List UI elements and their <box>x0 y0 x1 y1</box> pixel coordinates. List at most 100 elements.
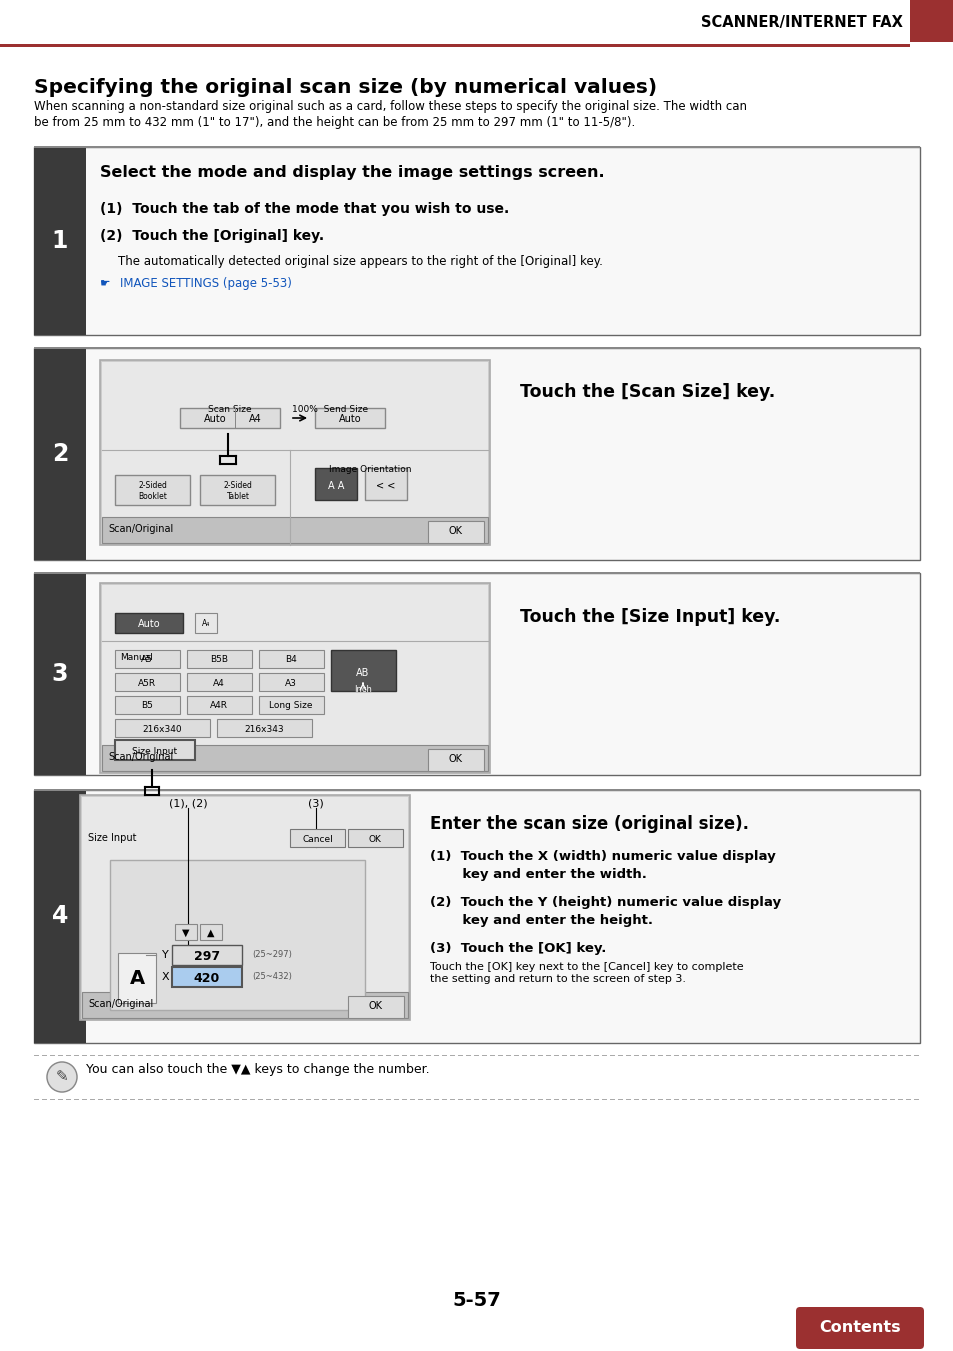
Bar <box>594 1055 598 1056</box>
Bar <box>514 1098 518 1100</box>
Text: OK: OK <box>449 526 462 536</box>
Bar <box>873 1055 878 1056</box>
Bar <box>514 1055 518 1056</box>
Bar <box>641 1098 646 1100</box>
Bar <box>521 1098 526 1100</box>
Text: Scan/Original: Scan/Original <box>88 998 153 1009</box>
Bar <box>394 1055 398 1056</box>
Bar <box>193 1098 199 1100</box>
FancyBboxPatch shape <box>795 1306 923 1350</box>
Bar <box>234 408 235 428</box>
Bar <box>578 1098 582 1100</box>
Bar <box>465 1055 471 1056</box>
Bar <box>194 613 216 634</box>
Text: ☛: ☛ <box>100 277 114 290</box>
Bar <box>98 1098 103 1100</box>
Bar <box>569 1055 575 1056</box>
Bar <box>233 1098 239 1100</box>
Bar <box>490 1098 495 1100</box>
Bar <box>314 1055 318 1056</box>
Text: key and enter the height.: key and enter the height. <box>430 915 652 927</box>
Bar <box>401 1055 407 1056</box>
Bar <box>857 1055 862 1056</box>
Text: Auto: Auto <box>338 413 361 424</box>
Bar <box>521 1055 526 1056</box>
Bar <box>354 1098 358 1100</box>
Bar <box>833 1098 838 1100</box>
Bar <box>665 1055 670 1056</box>
Bar <box>497 1055 502 1056</box>
Bar <box>180 408 280 428</box>
Bar <box>0 0 953 45</box>
Bar <box>738 1055 742 1056</box>
Bar <box>753 1098 759 1100</box>
Bar <box>113 1098 119 1100</box>
Text: (2)  Touch the Y (height) numeric value display: (2) Touch the Y (height) numeric value d… <box>430 896 781 909</box>
Bar <box>729 1055 734 1056</box>
Bar <box>102 585 488 744</box>
Bar <box>361 1055 367 1056</box>
Bar <box>778 1098 782 1100</box>
Bar <box>793 1055 799 1056</box>
Bar <box>386 1098 391 1100</box>
Bar <box>897 1055 902 1056</box>
Bar <box>210 1055 214 1056</box>
Text: IMAGE SETTINGS (page 5-53): IMAGE SETTINGS (page 5-53) <box>120 277 292 290</box>
Bar <box>905 1098 910 1100</box>
Bar <box>809 1098 814 1100</box>
Bar <box>172 944 242 965</box>
Bar <box>258 673 324 690</box>
Bar <box>594 1098 598 1100</box>
Bar <box>569 1098 575 1100</box>
Bar <box>465 1098 471 1100</box>
Bar <box>226 1098 231 1100</box>
Bar <box>172 967 242 988</box>
Text: (1), (2): (1), (2) <box>169 798 207 808</box>
Text: ▼: ▼ <box>182 928 190 938</box>
Bar <box>753 1055 759 1056</box>
Bar <box>186 1098 191 1100</box>
Bar <box>681 1055 686 1056</box>
Text: 1: 1 <box>51 230 68 253</box>
Bar <box>530 1055 535 1056</box>
Bar <box>42 1055 47 1056</box>
Bar <box>417 1098 422 1100</box>
Text: Scan/Original: Scan/Original <box>108 753 173 762</box>
Bar <box>618 1098 622 1100</box>
Bar <box>66 1098 71 1100</box>
Bar <box>873 1098 878 1100</box>
Text: A: A <box>130 970 145 989</box>
Bar <box>554 1055 558 1056</box>
Bar <box>200 924 222 940</box>
Text: A4: A4 <box>213 678 225 688</box>
Bar <box>761 1098 766 1100</box>
Bar <box>34 790 86 1043</box>
Bar <box>713 1098 719 1100</box>
Text: 4: 4 <box>51 904 68 928</box>
Bar <box>186 1055 191 1056</box>
Bar <box>673 1055 679 1056</box>
Bar <box>233 1055 239 1056</box>
Bar <box>377 1098 382 1100</box>
Bar <box>537 1055 542 1056</box>
Bar <box>530 1098 535 1100</box>
Text: 2: 2 <box>51 442 68 466</box>
Bar <box>769 1055 774 1056</box>
Bar <box>841 1098 846 1100</box>
Bar <box>115 613 183 634</box>
Bar <box>609 1055 615 1056</box>
Bar <box>202 1098 207 1100</box>
Bar <box>713 1055 719 1056</box>
Bar <box>457 1098 462 1100</box>
Bar <box>330 1055 335 1056</box>
Bar <box>625 1098 630 1100</box>
Bar <box>698 1098 702 1100</box>
Bar <box>721 1098 726 1100</box>
Bar <box>250 1055 254 1056</box>
Bar <box>138 1055 143 1056</box>
Bar <box>346 1098 351 1100</box>
Bar <box>913 1098 918 1100</box>
Bar <box>905 1055 910 1056</box>
Bar <box>290 1098 294 1100</box>
Bar <box>434 1055 438 1056</box>
